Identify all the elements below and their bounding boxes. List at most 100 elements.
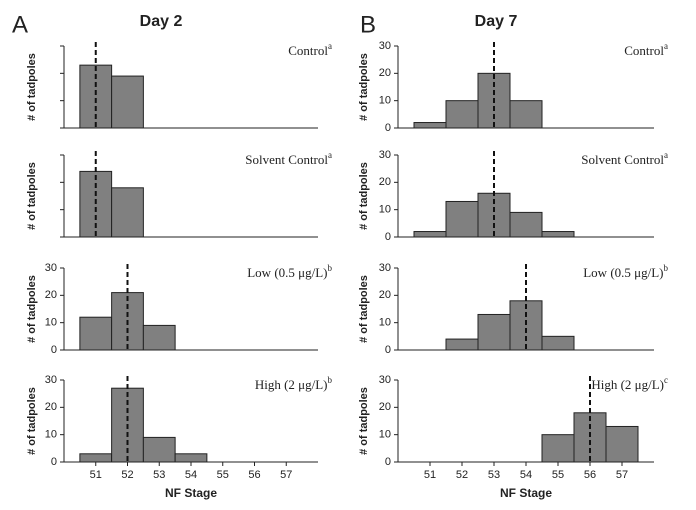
y-tick-label: 10 — [379, 204, 391, 216]
x-tick-label: 53 — [488, 469, 500, 481]
bar — [541, 434, 575, 463]
y-tick-label: 0 — [385, 231, 391, 243]
annotation-sup: a — [328, 150, 332, 160]
panel-letter: A — [12, 11, 28, 38]
annotation: Controla — [288, 41, 332, 58]
bar — [413, 231, 447, 238]
y-tick-label: 30 — [379, 262, 391, 274]
annotation-text: High (2 μg/L) — [591, 377, 664, 392]
y-tick-label: 30 — [379, 149, 391, 161]
bar — [509, 100, 543, 129]
x-axis-label: NF Stage — [165, 486, 217, 500]
x-tick-label: 57 — [280, 469, 292, 481]
panel-title: Day 7 — [475, 13, 518, 30]
annotation-text: Control — [624, 43, 664, 58]
y-tick-label: 0 — [51, 456, 57, 468]
panel: 0 10 20 30 51 52 53 54 55 56 57 # of tadpoles High (… — [26, 374, 333, 500]
panel: # of tadpoles Solvent Controla — [26, 150, 332, 238]
y-axis-label: # of tadpoles — [26, 387, 38, 455]
panel: # of tadpoles Controla Day 2 A — [12, 11, 332, 129]
annotation-text: Low (0.5 μg/L) — [583, 265, 663, 280]
annotation: High (2 μg/L)b — [255, 375, 333, 392]
annotation-text: Low (0.5 μg/L) — [247, 265, 327, 280]
y-tick-label: 10 — [379, 429, 391, 441]
x-tick-label: 54 — [185, 469, 197, 481]
y-axis-label: # of tadpoles — [358, 162, 370, 230]
x-tick-label: 57 — [616, 469, 628, 481]
y-axis-label: # of tadpoles — [358, 53, 370, 121]
bar — [174, 453, 208, 463]
y-tick-label: 20 — [379, 289, 391, 301]
annotation-sup: a — [328, 41, 332, 51]
x-tick-label: 51 — [424, 469, 436, 481]
bar — [111, 75, 144, 129]
annotation: Low (0.5 μg/L)b — [583, 263, 668, 280]
y-axis-label: # of tadpoles — [26, 53, 38, 121]
y-axis-label: # of tadpoles — [358, 275, 370, 343]
bar — [509, 211, 543, 238]
annotation-sup: a — [664, 41, 668, 51]
annotation-sup: b — [664, 263, 669, 273]
annotation-sup: b — [328, 375, 333, 385]
bar — [79, 453, 113, 463]
x-tick-label: 51 — [90, 469, 102, 481]
y-axis-label: # of tadpoles — [26, 275, 38, 343]
panel-letter: B — [360, 11, 376, 38]
y-tick-label: 20 — [379, 401, 391, 413]
x-axis-label: NF Stage — [500, 486, 552, 500]
x-tick-label: 52 — [121, 469, 133, 481]
y-tick-label: 20 — [45, 401, 57, 413]
y-tick-label: 30 — [379, 374, 391, 386]
y-axis-label: # of tadpoles — [358, 387, 370, 455]
bar — [142, 436, 176, 463]
y-tick-label: 0 — [385, 122, 391, 134]
panel-title: Day 2 — [140, 13, 183, 30]
y-tick-label: 20 — [379, 67, 391, 79]
bar — [541, 231, 575, 238]
bar — [445, 200, 479, 238]
annotation-text: Control — [288, 43, 328, 58]
y-tick-label: 20 — [379, 176, 391, 188]
y-tick-label: 30 — [45, 374, 57, 386]
x-tick-label: 56 — [584, 469, 596, 481]
x-tick-label: 55 — [552, 469, 564, 481]
y-axis-label: # of tadpoles — [26, 162, 38, 230]
annotation: Solvent Controla — [581, 150, 668, 167]
bar — [413, 122, 447, 129]
annotation: Low (0.5 μg/L)b — [247, 263, 332, 280]
annotation: Controla — [624, 41, 668, 58]
y-tick-label: 10 — [45, 317, 57, 329]
annotation-text: Solvent Control — [581, 152, 664, 167]
x-tick-label: 56 — [248, 469, 260, 481]
x-tick-label: 53 — [153, 469, 165, 481]
y-tick-label: 0 — [385, 344, 391, 356]
annotation-sup: a — [664, 150, 668, 160]
annotation: High (2 μg/L)c — [591, 375, 668, 392]
bar — [445, 100, 479, 129]
bar — [605, 425, 639, 463]
panel: 0 10 20 30 # of tadpoles Controla Day 7 B — [358, 11, 668, 134]
y-tick-label: 0 — [51, 344, 57, 356]
bar — [445, 338, 479, 351]
bar — [111, 187, 144, 238]
panel: 0 10 20 30 51 52 53 54 55 56 57 # of tadpoles High (… — [358, 374, 668, 500]
y-tick-label: 10 — [379, 317, 391, 329]
y-tick-label: 10 — [45, 429, 57, 441]
annotation-sup: c — [664, 375, 668, 385]
y-tick-label: 0 — [385, 456, 391, 468]
x-tick-label: 52 — [456, 469, 468, 481]
panel: 0 10 20 30 # of tadpoles Low (0.5 μg/L)b — [26, 262, 333, 356]
panel: 0 10 20 30 # of tadpoles Solvent Controla — [358, 149, 668, 243]
x-tick-label: 55 — [217, 469, 229, 481]
panel: 0 10 20 30 # of tadpoles Low (0.5 μg/L)b — [358, 262, 669, 356]
y-tick-label: 30 — [45, 262, 57, 274]
x-tick-label: 54 — [520, 469, 532, 481]
bar — [142, 324, 176, 351]
annotation-sup: b — [328, 263, 333, 273]
annotation-text: High (2 μg/L) — [255, 377, 328, 392]
bar — [79, 316, 113, 351]
y-tick-label: 10 — [379, 95, 391, 107]
annotation-text: Solvent Control — [245, 152, 328, 167]
bar — [477, 313, 511, 351]
